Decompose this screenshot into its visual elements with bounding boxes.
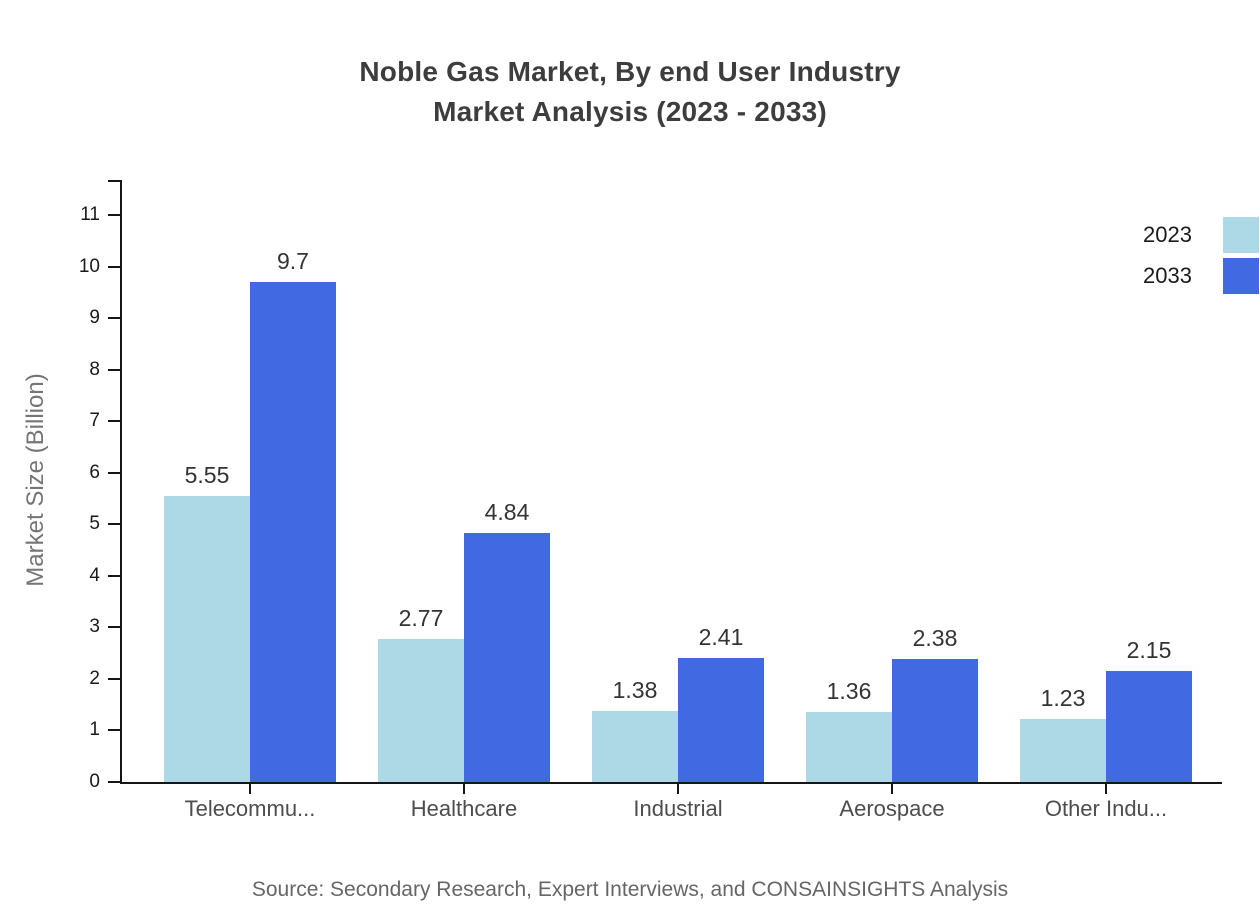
y-axis-tick <box>108 574 120 577</box>
category-label-1: Telecommu... <box>184 796 316 821</box>
bar-value-label: 1.23 <box>1040 684 1086 711</box>
y-axis-tick <box>108 471 120 474</box>
y-axis-tick-label: 1 <box>89 719 100 741</box>
legend-item-2023: 2023 <box>1143 217 1259 253</box>
chart-title: Noble Gas Market, By end User Industry M… <box>0 52 1260 132</box>
y-axis-tick <box>108 214 120 216</box>
bar-2023-Healthcare <box>378 639 464 782</box>
bar-value-label: 9.7 <box>277 248 309 274</box>
y-axis-tick-label: 8 <box>89 358 100 380</box>
y-axis-tick <box>108 626 120 629</box>
bar-value-label: 4.84 <box>484 498 530 525</box>
y-axis-tick-label: 11 <box>80 204 100 225</box>
y-axis-tick-label: 2 <box>89 667 100 689</box>
y-axis-tick <box>108 265 120 268</box>
legend-item-2033: 2033 <box>1143 258 1259 294</box>
bar-2023-Industrial <box>592 710 678 782</box>
x-axis-tick <box>677 782 679 794</box>
y-axis-tick <box>108 420 120 423</box>
category-label-4: Aerospace <box>839 796 945 821</box>
chart-title-line1: Noble Gas Market, By end User Industry <box>359 56 901 87</box>
legend-swatch-2033 <box>1223 258 1259 294</box>
y-axis-tick <box>108 781 120 783</box>
y-axis-tick-label: 9 <box>89 307 100 329</box>
y-axis-top-cap <box>108 180 120 182</box>
category-label-5: Other Indu... <box>1044 796 1168 821</box>
x-axis-tick <box>1105 782 1107 794</box>
y-axis-tick <box>108 368 120 371</box>
source-attribution: Source: Secondary Research, Expert Inter… <box>251 878 1009 901</box>
y-axis-tick-label: 10 <box>78 255 100 277</box>
legend-label: 2033 <box>1143 263 1192 288</box>
bar-value-label: 2.38 <box>912 625 958 652</box>
y-axis-tick <box>108 729 120 732</box>
bar-2033-Telecommu <box>250 282 336 782</box>
bar-value-label: 5.55 <box>184 461 230 488</box>
x-axis-tick <box>463 782 465 794</box>
bar-value-label: 1.36 <box>826 677 872 704</box>
chart-legend: 2023 2033 <box>1143 217 1259 294</box>
bar-2023-OtherIndu <box>1020 718 1106 782</box>
bar-2033-Healthcare <box>464 532 550 782</box>
y-axis-tick-label: 3 <box>89 616 100 638</box>
chart-title-line2: Market Analysis (2023 - 2033) <box>433 96 827 127</box>
bar-2023-Aerospace <box>806 711 892 782</box>
bar-2033-OtherIndu <box>1106 671 1192 782</box>
bar-2023-Telecommu <box>164 495 250 782</box>
bar-2033-Industrial <box>678 657 764 782</box>
category-label-2: Healthcare <box>410 796 518 821</box>
y-axis-title: Market Size (Billion) <box>22 373 49 587</box>
bar-value-label: 2.41 <box>698 623 744 650</box>
y-axis-tick-label: 6 <box>89 461 100 483</box>
category-label-3: Industrial <box>633 796 723 821</box>
x-axis-tick <box>891 782 893 794</box>
x-axis-line <box>120 782 1222 784</box>
y-axis-line <box>120 180 122 784</box>
y-axis-tick-label: 7 <box>89 410 100 432</box>
legend-swatch-2023 <box>1223 217 1259 253</box>
bar-value-label: 1.38 <box>612 676 658 703</box>
bar-value-label: 2.15 <box>1126 637 1172 664</box>
y-axis-tick-label: 5 <box>89 513 100 535</box>
bar-2033-Aerospace <box>892 659 978 782</box>
bar-value-label: 2.77 <box>398 605 444 632</box>
x-axis-tick <box>249 782 251 794</box>
y-axis-tick-label: 0 <box>89 771 100 792</box>
y-axis-tick-label: 4 <box>89 564 100 586</box>
y-axis-tick <box>108 317 120 320</box>
y-axis-tick <box>108 677 120 680</box>
y-axis-tick <box>108 523 120 526</box>
legend-label: 2023 <box>1143 222 1192 247</box>
